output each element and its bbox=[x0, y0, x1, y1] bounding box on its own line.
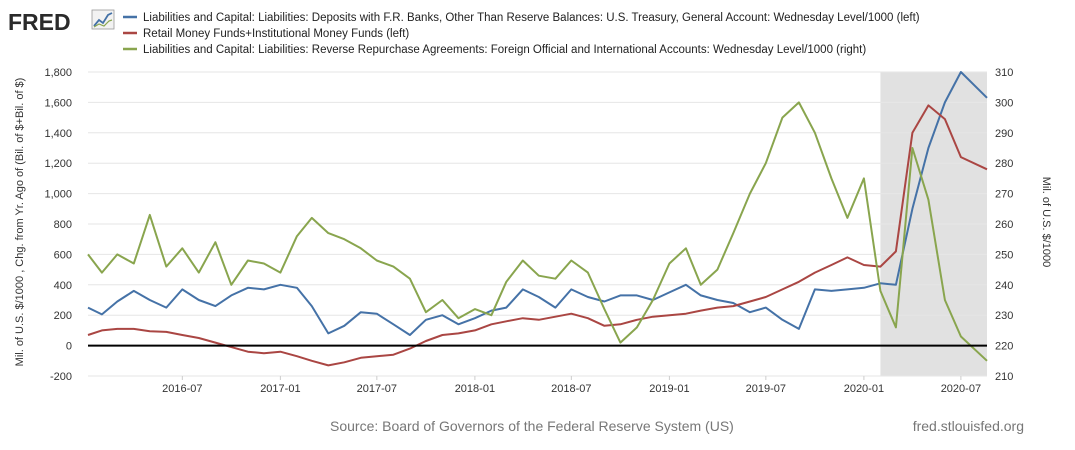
series-line-2 bbox=[87, 104, 988, 367]
right-tick-label: 240 bbox=[995, 280, 1013, 292]
legend-label-series-3: Liabilities and Capital: Liabilities: Re… bbox=[143, 44, 866, 56]
x-tick-label: 2020-07 bbox=[941, 383, 981, 395]
axes: -200 210 0 220 200 230 400 240 600 250 800 260 1,000… bbox=[44, 67, 1013, 395]
x-tick-label: 2019-01 bbox=[649, 383, 689, 395]
left-tick-label: 600 bbox=[54, 249, 72, 261]
series-layer bbox=[87, 71, 988, 367]
legend-label-series-1: Liabilities and Capital: Liabilities: De… bbox=[143, 12, 920, 24]
x-tick-label: 2017-07 bbox=[357, 383, 397, 395]
right-tick-label: 250 bbox=[995, 249, 1013, 261]
left-tick-label: 1,800 bbox=[44, 67, 72, 79]
right-tick-label: 290 bbox=[995, 128, 1013, 140]
left-tick-label: 1,000 bbox=[44, 189, 72, 201]
right-tick-label: 280 bbox=[995, 158, 1013, 170]
site-link[interactable]: fred.stlouisfed.org bbox=[913, 418, 1024, 434]
right-axis-title: Mil. of U.S. $/1000 bbox=[1040, 177, 1052, 268]
left-tick-label: 1,400 bbox=[44, 128, 72, 140]
right-tick-label: 310 bbox=[995, 67, 1013, 79]
left-tick-label: 400 bbox=[54, 280, 72, 292]
left-tick-label: -200 bbox=[50, 371, 72, 383]
legend-item-series-1[interactable]: Liabilities and Capital: Liabilities: De… bbox=[123, 12, 920, 24]
left-tick-label: 200 bbox=[54, 310, 72, 322]
legend-item-series-3[interactable]: Liabilities and Capital: Liabilities: Re… bbox=[123, 44, 866, 56]
legend-item-series-2[interactable]: Retail Money Funds+Institutional Money F… bbox=[123, 28, 409, 40]
legend-label-series-2: Retail Money Funds+Institutional Money F… bbox=[143, 28, 409, 40]
right-tick-label: 260 bbox=[995, 219, 1013, 231]
series-line-1 bbox=[87, 71, 988, 336]
gridlines bbox=[88, 71, 987, 377]
fred-logo-text: FRED bbox=[8, 9, 71, 35]
right-tick-label: 230 bbox=[995, 310, 1013, 322]
left-tick-label: 1,200 bbox=[44, 158, 72, 170]
series-line-3 bbox=[87, 101, 988, 362]
chart-legend: Liabilities and Capital: Liabilities: De… bbox=[123, 12, 920, 56]
x-tick-label: 2016-07 bbox=[162, 383, 202, 395]
x-tick-label: 2020-01 bbox=[844, 383, 884, 395]
fred-logo[interactable]: FRED bbox=[8, 9, 115, 35]
chart-logo-icon bbox=[91, 9, 115, 30]
left-axis-title: Mil. of U.S. $/1000 , Chg. from Yr. Ago … bbox=[14, 78, 26, 367]
x-tick-label: 2018-07 bbox=[551, 383, 591, 395]
left-tick-label: 800 bbox=[54, 219, 72, 231]
x-tick-label: 2018-01 bbox=[455, 383, 495, 395]
x-tick-label: 2017-01 bbox=[260, 383, 300, 395]
left-tick-label: 0 bbox=[66, 341, 72, 353]
right-tick-label: 300 bbox=[995, 97, 1013, 109]
left-tick-label: 1,600 bbox=[44, 97, 72, 109]
x-tick-label: 2019-07 bbox=[746, 383, 786, 395]
right-tick-label: 210 bbox=[995, 371, 1013, 383]
right-tick-label: 270 bbox=[995, 189, 1013, 201]
source-note: Source: Board of Governors of the Federa… bbox=[330, 418, 734, 434]
right-tick-label: 220 bbox=[995, 341, 1013, 353]
